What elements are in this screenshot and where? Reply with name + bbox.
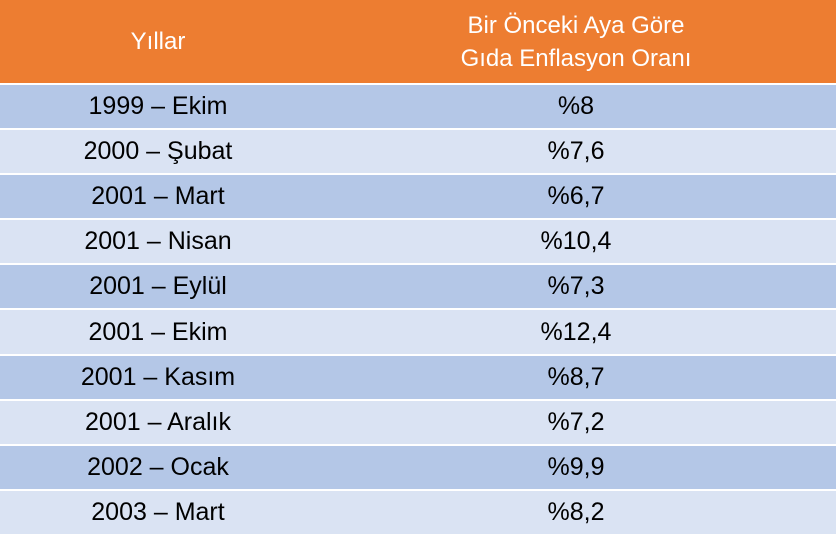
rate-cell: %12,4 [540, 317, 612, 346]
header-line: Gıda Enflasyon Oranı [460, 44, 692, 72]
table-row: 2000 – Şubat %7,6 [0, 130, 836, 174]
table-row: 2002 – Ocak %9,9 [0, 445, 836, 489]
date-cell: 2001 – Mart [91, 182, 225, 211]
date-cell: 1999 – Ekim [88, 92, 228, 121]
table-row: 2001 – Eylül %7,3 [0, 265, 836, 309]
table-row: 2003 – Mart %8,2 [0, 490, 836, 534]
header-cell: Yıllar [130, 27, 186, 55]
date-cell: 2000 – Şubat [83, 137, 233, 166]
table-row: 1999 – Ekim %8 [0, 85, 836, 129]
date-cell: 2002 – Ocak [87, 452, 229, 481]
date-cell: 2001 – Ekim [88, 317, 228, 346]
date-cell: 2001 – Eylül [89, 272, 227, 301]
rate-cell: %10,4 [540, 227, 612, 256]
table-row: 2001 – Ekim %12,4 [0, 310, 836, 354]
date-cell: 2001 – Aralık [85, 407, 231, 436]
rate-cell: %8 [557, 92, 595, 121]
rate-cell: %6,7 [547, 182, 605, 211]
table-row: 2001 – Kasım %8,7 [0, 355, 836, 399]
rate-cell: %7,3 [547, 272, 605, 301]
table-row: 2001 – Aralık %7,2 [0, 400, 836, 444]
rate-cell: %8,2 [547, 497, 605, 526]
header-row: Yıllar Bir Önceki Aya Göre Gıda Enflasyo… [0, 0, 836, 83]
rate-cell: %7,2 [547, 407, 605, 436]
rate-cell: %8,7 [547, 362, 605, 391]
date-cell: 2003 – Mart [91, 497, 225, 526]
date-cell: 2001 – Nisan [84, 227, 232, 256]
header-line: Bir Önceki Aya Göre [467, 11, 685, 39]
header-cell: Bir Önceki Aya Göre Gıda Enflasyon Oranı [316, 0, 836, 83]
table-row: 2001 – Nisan %10,4 [0, 220, 836, 264]
table-row: 2001 – Mart %6,7 [0, 175, 836, 219]
rate-cell: %7,6 [547, 137, 605, 166]
date-cell: 2001 – Kasım [80, 362, 236, 391]
rate-cell: %9,9 [547, 452, 605, 481]
